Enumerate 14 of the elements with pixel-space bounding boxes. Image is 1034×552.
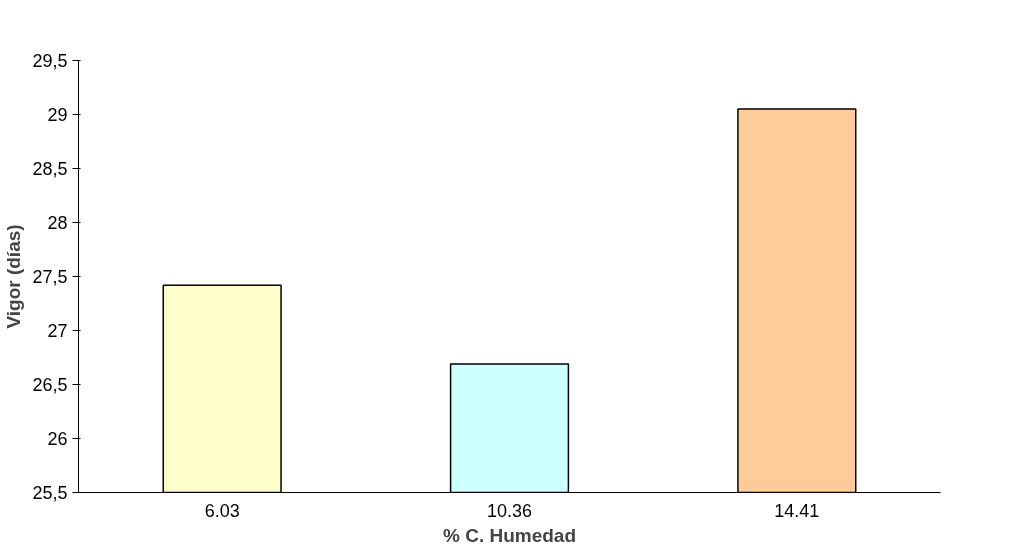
y-tick-label: 29,5 <box>32 51 68 71</box>
y-tick-label: 26,5 <box>32 375 68 395</box>
y-tick-label: 25,5 <box>32 483 68 503</box>
y-tick-label: 29 <box>47 105 68 125</box>
y-tick-label: 27,5 <box>32 267 68 287</box>
y-tick-label: 26 <box>47 429 68 449</box>
y-axis-title: Vigor (días) <box>3 224 25 329</box>
x-tick-label: 10.36 <box>486 500 533 521</box>
y-tick-label: 28,5 <box>32 159 68 179</box>
y-tick-label: 27 <box>47 321 68 341</box>
x-tick-label: 6.03 <box>204 500 240 521</box>
x-tick-label: 14.41 <box>774 500 820 521</box>
x-axis-title: % C. Humedad <box>442 524 577 546</box>
y-tick-label: 28 <box>47 213 68 233</box>
